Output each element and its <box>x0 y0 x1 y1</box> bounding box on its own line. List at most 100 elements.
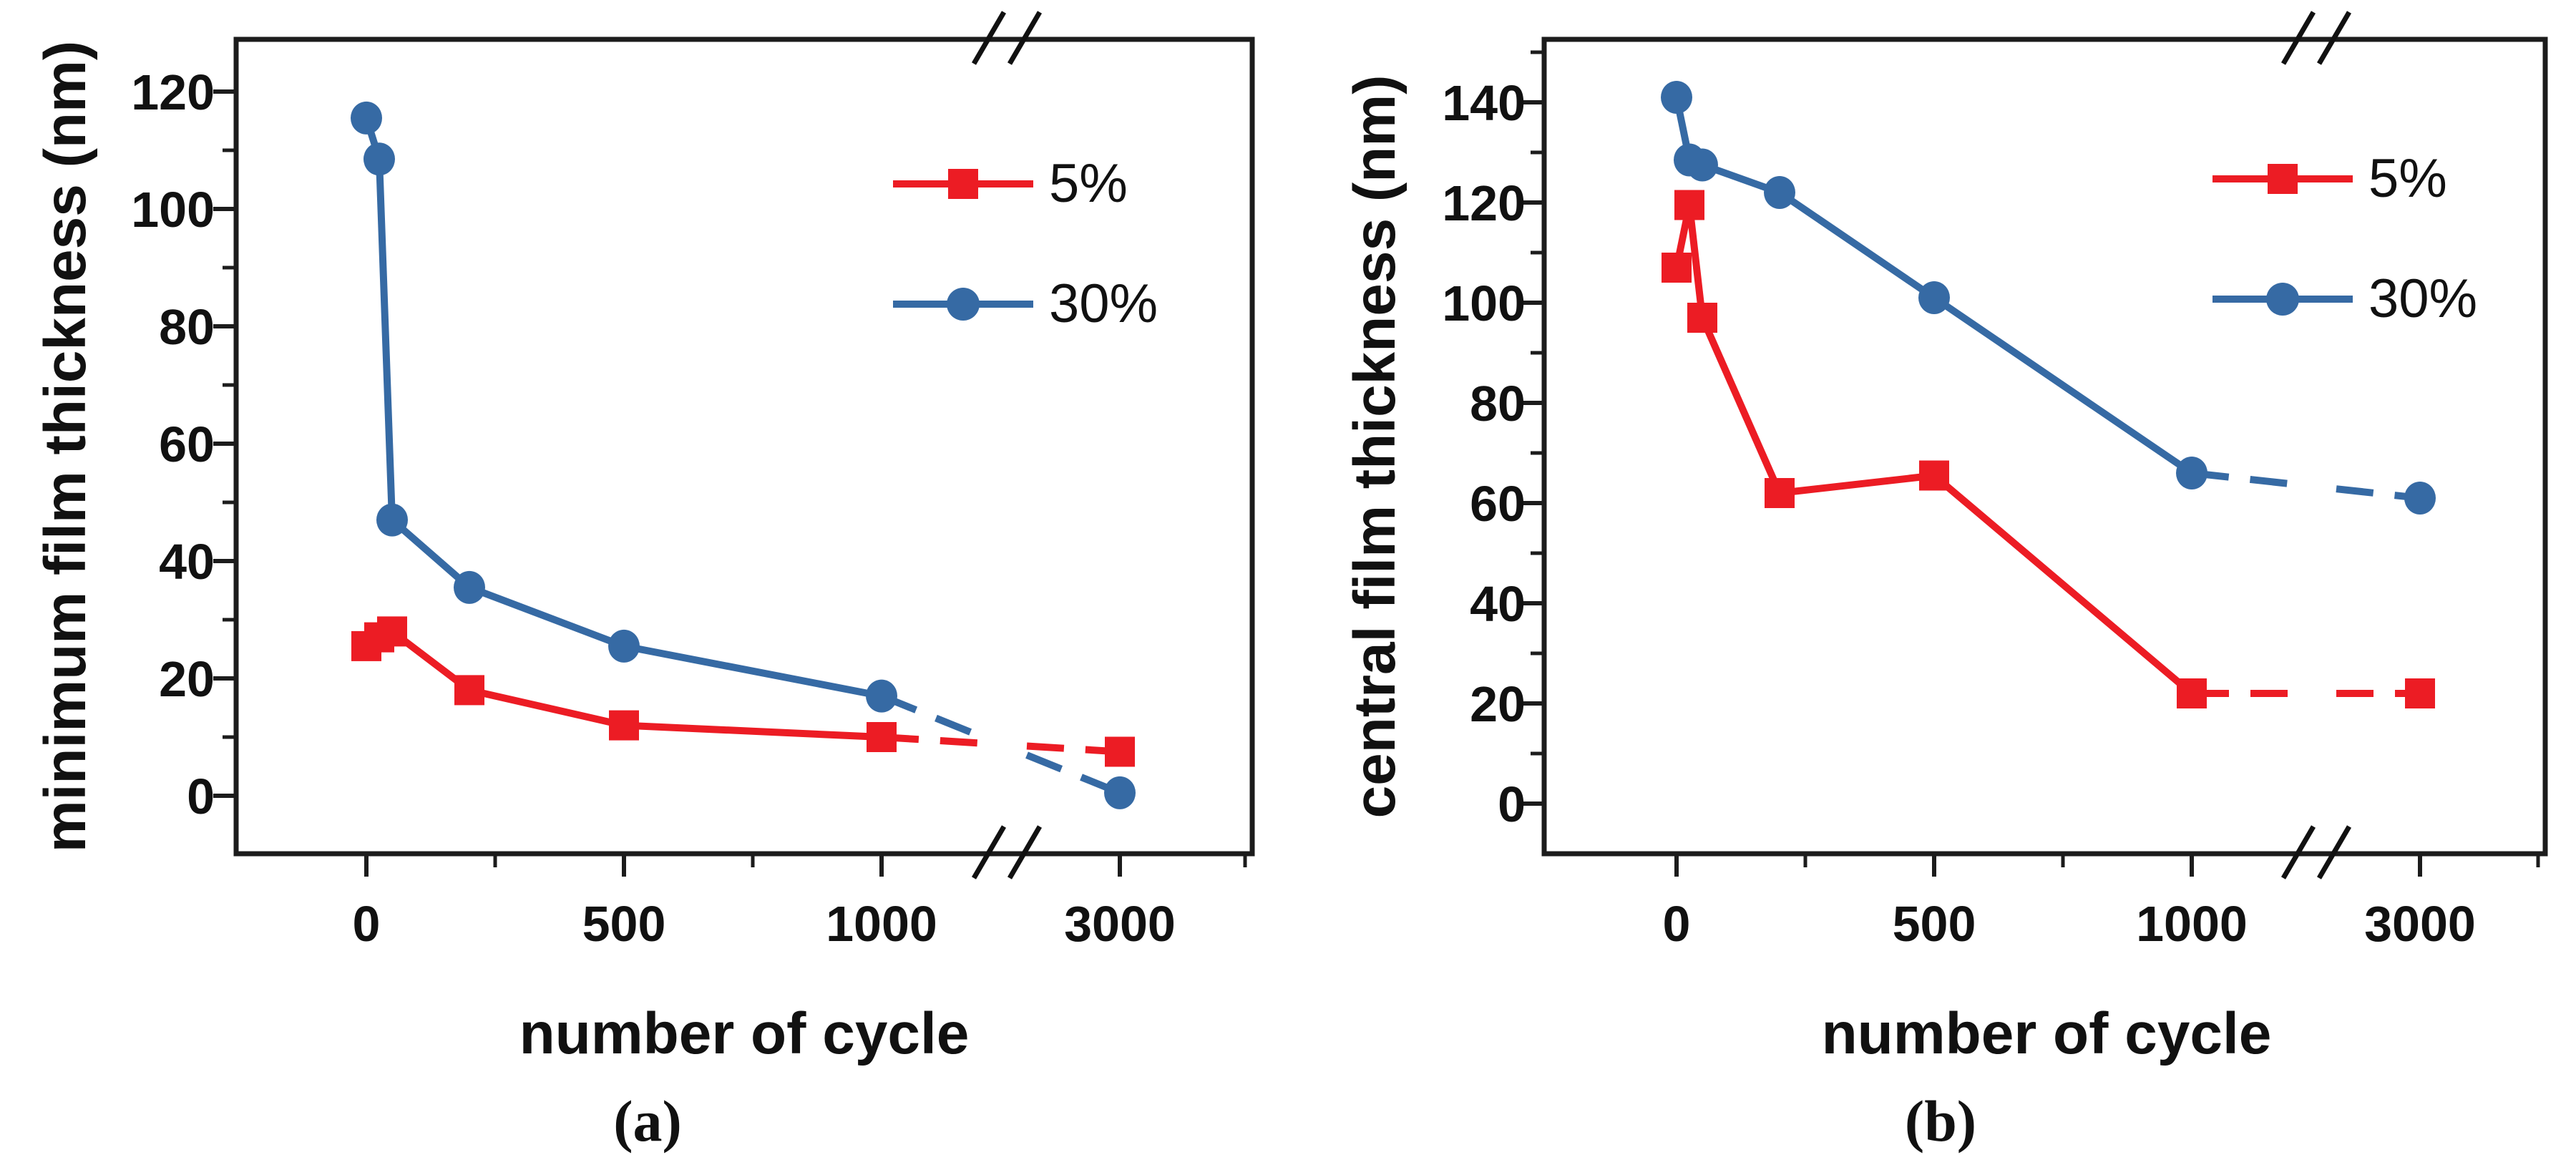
square-marker-icon <box>2268 164 2298 194</box>
axis-break-icon <box>2316 11 2352 65</box>
y-tick-label: 120 <box>1442 175 1526 231</box>
axis-break-icon <box>1007 11 1043 65</box>
y-axis-label-a: minimum film thickness (nm) <box>33 40 98 853</box>
chart-a-canvas: 0 500 1000 3000 0 20 40 60 80 100 120 <box>131 11 1255 952</box>
data-point-circle <box>364 142 395 176</box>
series-line-5% <box>1686 204 1706 318</box>
y-tick-label: 0 <box>1498 776 1526 832</box>
square-marker-icon <box>948 169 978 199</box>
data-point-circle <box>1687 148 1718 182</box>
panel-a: 0 500 1000 3000 0 20 40 60 80 100 120 minimum film… <box>33 11 1255 1154</box>
legend-line-blue <box>893 288 1033 321</box>
series-line-30% <box>1777 189 1936 301</box>
data-point-square <box>1687 303 1717 333</box>
circle-marker-icon <box>2266 283 2299 316</box>
x-tick-label: 1000 <box>826 896 937 952</box>
data-point-circle <box>1918 281 1950 314</box>
data-point-square <box>1662 253 1692 283</box>
x-tick-label: 0 <box>1663 896 1691 952</box>
data-point-circle <box>866 679 897 713</box>
x-tick-label: 1000 <box>2136 896 2248 952</box>
x-tick-label: 3000 <box>2364 896 2476 952</box>
series-line-5% <box>623 721 882 741</box>
chart-b-canvas: 0 500 1000 3000 0 20 40 60 80 100 120 140 <box>1442 11 2548 952</box>
legend-line-red <box>893 169 1033 199</box>
x-axis-label-a: number of cycle <box>519 1001 970 1066</box>
legend-entry-30pct: 30% <box>2212 267 2477 331</box>
y-tick-label: 20 <box>159 651 215 707</box>
axis-break-icon <box>1007 825 1043 879</box>
y-tick-label: 120 <box>131 64 215 120</box>
data-point-circle <box>376 503 408 537</box>
series-line-5% <box>1699 316 1783 495</box>
legend-line-red <box>2212 164 2353 194</box>
x-tick-label: 3000 <box>1064 896 1176 952</box>
data-point-square <box>1105 736 1135 767</box>
data-point-square <box>867 722 897 752</box>
series-line-30% <box>389 517 472 590</box>
legend-entry-5pct: 5% <box>893 152 1128 216</box>
data-point-square <box>1674 190 1704 220</box>
legend-entry-5pct: 5% <box>2212 147 2447 211</box>
series-line-30% <box>468 584 625 650</box>
panel-b: 0 500 1000 3000 0 20 40 60 80 100 120 140 central f… <box>1288 0 2576 1155</box>
data-point-square <box>2177 678 2207 708</box>
data-point-circle <box>2176 457 2207 489</box>
legend-line-blue <box>2212 283 2353 316</box>
data-point-square <box>454 675 484 706</box>
series-line-30% <box>2191 469 2297 488</box>
series-line-30% <box>376 159 396 520</box>
data-point-square <box>1765 478 1795 508</box>
legend-label-30pct: 30% <box>1049 273 1158 334</box>
legend-label-5pct: 5% <box>2368 148 2447 209</box>
series-line-30% <box>1932 294 2194 477</box>
x-tick-label: 0 <box>353 896 381 952</box>
data-point-circle <box>1104 776 1136 809</box>
series-line-5% <box>881 734 987 748</box>
plot-frame <box>233 36 1255 857</box>
data-point-square <box>609 710 639 741</box>
series-line-5% <box>1779 472 1935 497</box>
plot-frame <box>1541 36 2548 857</box>
caption-b: (b) <box>1904 1088 1977 1154</box>
y-tick-label: 0 <box>187 769 215 824</box>
x-tick-label: 500 <box>1893 896 1976 952</box>
legend-label-30pct: 30% <box>2368 268 2478 329</box>
data-point-circle <box>1764 176 1795 209</box>
series-line-30% <box>623 642 882 700</box>
series-line-30% <box>1025 751 1121 796</box>
data-point-square <box>2405 678 2435 708</box>
legend-label-5pct: 5% <box>1049 153 1128 214</box>
data-point-square <box>377 616 407 647</box>
axis-break-icon <box>2280 825 2316 879</box>
axis-break-icon <box>971 11 1007 65</box>
y-tick-label: 80 <box>1470 376 1526 432</box>
y-tick-label: 40 <box>159 534 215 590</box>
axis-break-icon <box>2316 825 2352 879</box>
circle-marker-icon <box>947 288 980 321</box>
y-tick-label: 100 <box>1442 276 1526 331</box>
y-tick-label: 40 <box>1470 576 1526 632</box>
x-tick-label: 500 <box>582 896 666 952</box>
axis-break-icon <box>971 825 1007 879</box>
data-point-circle <box>351 101 382 135</box>
data-point-circle <box>608 629 640 663</box>
series-line-5% <box>468 686 625 729</box>
data-point-square <box>1919 460 1949 491</box>
caption-a: (a) <box>613 1088 682 1154</box>
axis-break-icon <box>2280 11 2316 65</box>
series-line-5% <box>1931 472 2195 696</box>
y-tick-label: 20 <box>1470 676 1526 732</box>
y-tick-label: 100 <box>131 182 215 238</box>
legend-entry-30pct: 30% <box>893 272 1158 336</box>
y-tick-label: 80 <box>159 299 215 355</box>
y-tick-label: 140 <box>1442 75 1526 131</box>
data-point-circle <box>1661 81 1692 114</box>
data-point-circle <box>2404 482 2436 515</box>
x-axis-label-b: number of cycle <box>1821 1001 2272 1066</box>
y-axis-label-b: central film thickness (nm) <box>1342 74 1407 819</box>
series-line-30% <box>880 692 988 742</box>
y-tick-label: 60 <box>1470 476 1526 532</box>
y-tick-label: 60 <box>159 416 215 472</box>
